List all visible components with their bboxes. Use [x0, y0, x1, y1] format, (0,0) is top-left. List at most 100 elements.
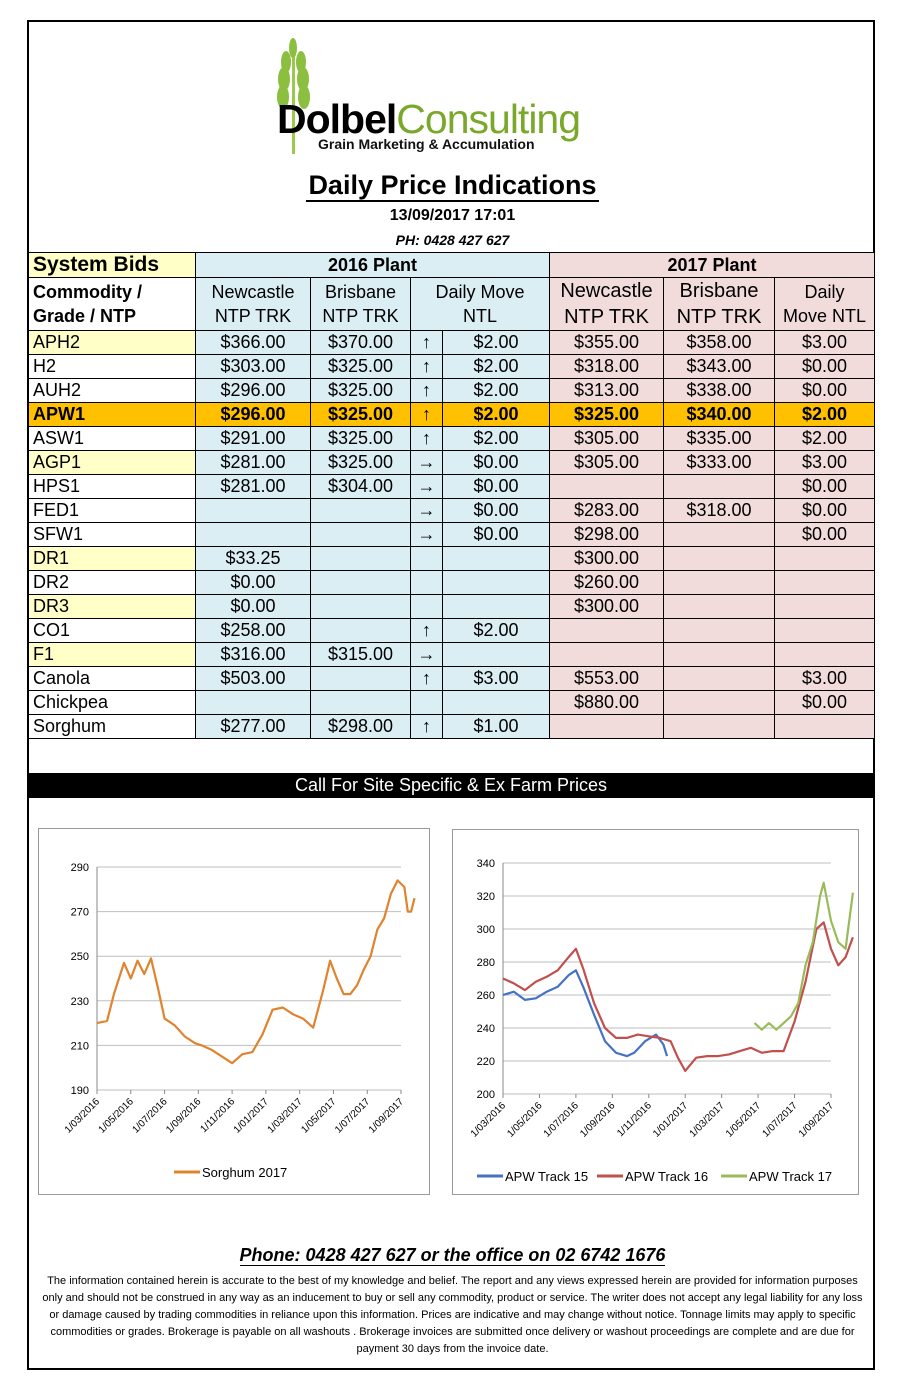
daily-move-2016-cell: $1.00 — [443, 715, 550, 739]
grade-cell: APH2 — [29, 331, 196, 355]
move-arrow-icon: → — [411, 475, 443, 499]
x-tick-label: 1/11/2016 — [615, 1100, 654, 1139]
daily-move-2016-cell: $0.00 — [443, 451, 550, 475]
newcastle-2017-cell: $553.00 — [550, 667, 664, 691]
legend-label: APW Track 16 — [625, 1169, 708, 1184]
move-arrow-icon: ↑ — [411, 355, 443, 379]
newcastle-2017-cell: $283.00 — [550, 499, 664, 523]
brisbane-2017-cell: $358.00 — [664, 331, 775, 355]
newcastle-2016-cell: $0.00 — [196, 571, 311, 595]
footer-phone: Phone: 0428 427 627 or the office on 02 … — [0, 1245, 905, 1266]
daily-move-2016-cell: $2.00 — [443, 331, 550, 355]
move-arrow-icon: ↑ — [411, 427, 443, 451]
move-arrow-icon: → — [411, 499, 443, 523]
x-tick-label: 1/05/2017 — [299, 1096, 339, 1136]
newcastle-2016-cell — [196, 691, 311, 715]
newcastle-2017-cell — [550, 619, 664, 643]
table-row: DR3$0.00$300.00 — [29, 595, 875, 619]
move-arrow-icon: ↑ — [411, 667, 443, 691]
grade-cell: Sorghum — [29, 715, 196, 739]
daily-move-2017-cell — [775, 595, 875, 619]
x-tick-label: 1/03/2016 — [63, 1096, 103, 1136]
move-arrow-icon: → — [411, 523, 443, 547]
newcastle-2016-cell: $503.00 — [196, 667, 311, 691]
y-tick-label: 320 — [477, 891, 495, 903]
table-row: APH2$366.00$370.00↑$2.00$355.00$358.00$3… — [29, 331, 875, 355]
brisbane-2016-cell: $304.00 — [311, 475, 411, 499]
daily-move-2016-cell — [443, 547, 550, 571]
daily-move-2016-cell: $0.00 — [443, 499, 550, 523]
daily-move-2016-cell: $2.00 — [443, 379, 550, 403]
brisbane-2017-cell — [664, 643, 775, 667]
table-row: DR1$33.25$300.00 — [29, 547, 875, 571]
daily-move-2017-cell: $3.00 — [775, 451, 875, 475]
y-tick-label: 240 — [477, 1023, 495, 1035]
x-tick-label: 1/11/2016 — [199, 1096, 238, 1135]
col-daily-2017: DailyMove NTL — [775, 278, 875, 331]
brisbane-2016-cell — [311, 667, 411, 691]
newcastle-2016-cell: $296.00 — [196, 379, 311, 403]
newcastle-2017-cell: $300.00 — [550, 595, 664, 619]
table-row: AGP1$281.00$325.00→$0.00$305.00$333.00$3… — [29, 451, 875, 475]
x-tick-label: 1/01/2017 — [232, 1096, 272, 1136]
y-tick-label: 290 — [71, 862, 89, 874]
grade-cell: Canola — [29, 667, 196, 691]
brisbane-2017-cell — [664, 571, 775, 595]
daily-move-2017-cell — [775, 619, 875, 643]
daily-move-2017-cell: $2.00 — [775, 427, 875, 451]
daily-move-2017-cell: $0.00 — [775, 691, 875, 715]
price-table: System Bids 2016 Plant 2017 Plant Commod… — [28, 252, 875, 739]
table-row: DR2$0.00$260.00 — [29, 571, 875, 595]
brisbane-2016-cell — [311, 571, 411, 595]
brisbane-2016-cell: $325.00 — [311, 355, 411, 379]
x-tick-label: 1/01/2017 — [651, 1100, 691, 1140]
newcastle-2017-cell — [550, 715, 664, 739]
brisbane-2017-cell: $338.00 — [664, 379, 775, 403]
plant-2016-header: 2016 Plant — [196, 253, 550, 278]
daily-move-2017-cell: $3.00 — [775, 667, 875, 691]
brisbane-2016-cell — [311, 619, 411, 643]
x-tick-label: 1/09/2017 — [367, 1096, 407, 1136]
daily-move-2016-cell — [443, 571, 550, 595]
move-arrow-icon — [411, 547, 443, 571]
table-row: SFW1→$0.00$298.00$0.00 — [29, 523, 875, 547]
newcastle-2016-cell: $33.25 — [196, 547, 311, 571]
grade-cell: ASW1 — [29, 427, 196, 451]
grade-cell: H2 — [29, 355, 196, 379]
report-datetime: 13/09/2017 17:01 — [0, 207, 905, 225]
daily-move-2016-cell: $2.00 — [443, 355, 550, 379]
daily-move-2016-cell: $2.00 — [443, 403, 550, 427]
brisbane-2017-cell — [664, 523, 775, 547]
brisbane-2017-cell — [664, 619, 775, 643]
x-tick-label: 1/09/2016 — [164, 1096, 204, 1136]
grade-cell: F1 — [29, 643, 196, 667]
move-arrow-icon: ↑ — [411, 619, 443, 643]
legend-label: APW Track 17 — [749, 1169, 832, 1184]
table-row: HPS1$281.00$304.00→$0.00$0.00 — [29, 475, 875, 499]
daily-move-2017-cell — [775, 643, 875, 667]
col-brisbane-2016: BrisbaneNTP TRK — [311, 278, 411, 331]
x-tick-label: 1/03/2017 — [688, 1100, 728, 1140]
daily-move-2016-cell: $2.00 — [443, 427, 550, 451]
table-header-columns: Commodity /Grade / NTP NewcastleNTP TRK … — [29, 278, 875, 331]
brisbane-2016-cell — [311, 691, 411, 715]
y-tick-label: 220 — [477, 1056, 495, 1068]
col-daily-2016: Daily MoveNTL — [411, 278, 550, 331]
daily-move-2016-cell — [443, 691, 550, 715]
move-arrow-icon: → — [411, 451, 443, 475]
daily-move-2017-cell: $0.00 — [775, 355, 875, 379]
daily-move-2017-cell — [775, 547, 875, 571]
legend-label: APW Track 15 — [505, 1169, 588, 1184]
table-header-plant: System Bids 2016 Plant 2017 Plant — [29, 253, 875, 278]
brisbane-2016-cell: $325.00 — [311, 403, 411, 427]
daily-move-2017-cell — [775, 715, 875, 739]
y-tick-label: 260 — [477, 990, 495, 1002]
sorghum-chart: 1902102302502702901/03/20161/05/20161/07… — [38, 828, 430, 1195]
x-tick-label: 1/07/2017 — [760, 1100, 800, 1140]
daily-move-2016-cell — [443, 595, 550, 619]
col-brisbane-2017: BrisbaneNTP TRK — [664, 278, 775, 331]
newcastle-2017-cell: $325.00 — [550, 403, 664, 427]
grade-cell: SFW1 — [29, 523, 196, 547]
newcastle-2016-cell: $296.00 — [196, 403, 311, 427]
newcastle-2016-cell — [196, 523, 311, 547]
